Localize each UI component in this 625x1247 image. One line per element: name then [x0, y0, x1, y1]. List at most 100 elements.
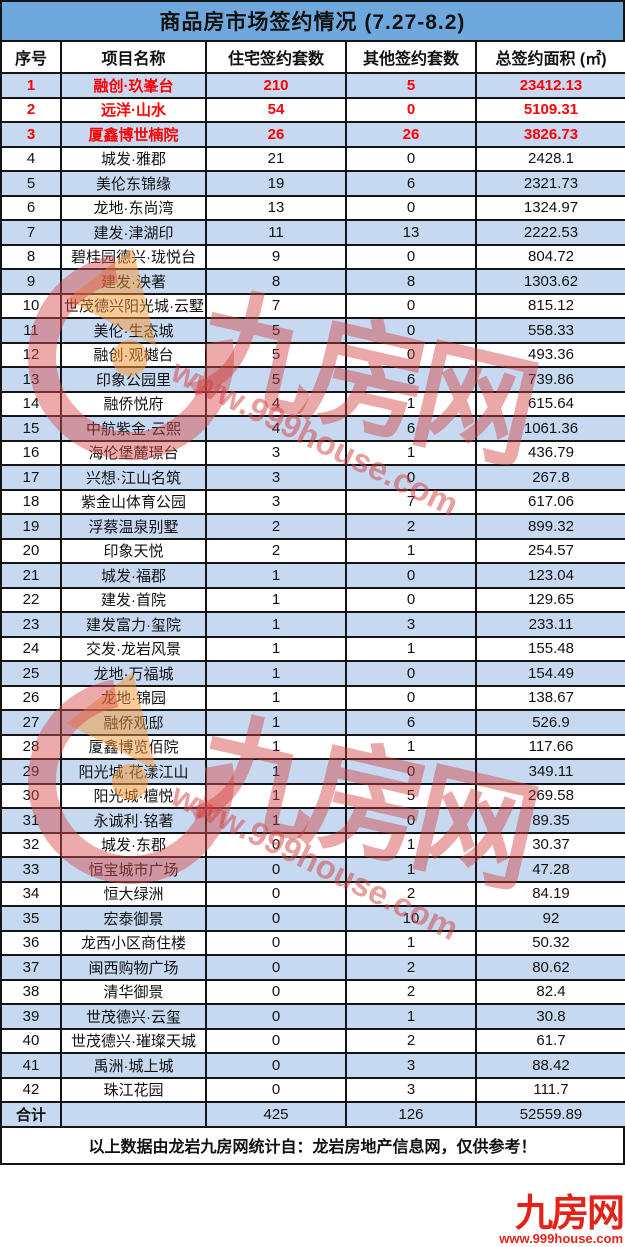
- residential-units: 0: [205, 978, 347, 1005]
- header-name: 项目名称: [60, 40, 207, 74]
- total-area: 2321.73: [475, 170, 625, 197]
- table-row: 24 交发·龙岩风景 1 1 155.48: [0, 635, 625, 662]
- total-area: 1061.36: [475, 415, 625, 442]
- table-row: 10 世茂德兴阳光城·云墅 7 0 815.12: [0, 292, 625, 319]
- total-area: 3826.73: [475, 121, 625, 148]
- row-number: 6: [0, 194, 62, 221]
- project-name: 厦鑫博世楠院: [60, 121, 207, 148]
- header-no: 序号: [0, 40, 62, 74]
- total-area: 804.72: [475, 243, 625, 270]
- table-row: 6 龙地·东尚湾 13 0 1324.97: [0, 194, 625, 221]
- row-number: 20: [0, 537, 62, 564]
- total-area: 1303.62: [475, 268, 625, 295]
- row-number: 16: [0, 439, 62, 466]
- table-row: 13 印象公园里 5 6 739.86: [0, 366, 625, 393]
- row-number: 12: [0, 341, 62, 368]
- project-name: 恒大绿洲: [60, 880, 207, 907]
- project-name: 城发·福郡: [60, 562, 207, 589]
- total-area: 52559.89: [475, 1101, 625, 1128]
- other-units: 0: [345, 317, 477, 344]
- other-units: 2: [345, 978, 477, 1005]
- row-number: 2: [0, 96, 62, 123]
- project-name: 美伦东锦缘: [60, 170, 207, 197]
- table-row: 11 美伦·生态城 5 0 558.33: [0, 317, 625, 344]
- total-area: 1324.97: [475, 194, 625, 221]
- table-row: 37 闽西购物广场 0 2 80.62: [0, 954, 625, 981]
- total-area: 233.11: [475, 611, 625, 638]
- row-number: 39: [0, 1003, 62, 1030]
- project-name: 龙西小区商住楼: [60, 929, 207, 956]
- other-units: 1: [345, 537, 477, 564]
- total-area: 815.12: [475, 292, 625, 319]
- row-number: 27: [0, 709, 62, 736]
- project-name: 城发·东郡: [60, 831, 207, 858]
- project-name: 建发·首院: [60, 586, 207, 613]
- other-units: 1: [345, 1003, 477, 1030]
- project-name: 建发·津湖印: [60, 219, 207, 246]
- total-area: 50.32: [475, 929, 625, 956]
- residential-units: 0: [205, 929, 347, 956]
- residential-units: 3: [205, 439, 347, 466]
- residential-units: 3: [205, 488, 347, 515]
- total-area: 436.79: [475, 439, 625, 466]
- table-row: 1 融创·玖峯台 210 5 23412.13: [0, 72, 625, 99]
- total-area: 615.64: [475, 390, 625, 417]
- table-row: 40 世茂德兴·璀璨天城 0 2 61.7: [0, 1027, 625, 1054]
- project-name: 印象天悦: [60, 537, 207, 564]
- row-number: 1: [0, 72, 62, 99]
- table-row: 36 龙西小区商住楼 0 1 50.32: [0, 929, 625, 956]
- site-logo-brand: 九房网: [514, 1193, 625, 1235]
- table-row: 25 龙地·万福城 1 0 154.49: [0, 660, 625, 687]
- table-row: 12 融创·观樾台 5 0 493.36: [0, 341, 625, 368]
- other-units: 10: [345, 905, 477, 932]
- residential-units: 210: [205, 72, 347, 99]
- other-units: 1: [345, 635, 477, 662]
- other-units: 0: [345, 464, 477, 491]
- other-units: 1: [345, 856, 477, 883]
- project-name: 珠江花园: [60, 1076, 207, 1103]
- table-row: 17 兴想·江山名筑 3 0 267.8: [0, 464, 625, 491]
- other-units: 26: [345, 121, 477, 148]
- table-row: 41 禹洲·城上城 0 3 88.42: [0, 1052, 625, 1079]
- total-area: 617.06: [475, 488, 625, 515]
- total-area: 89.35: [475, 807, 625, 834]
- residential-units: 0: [205, 1003, 347, 1030]
- other-units: 1: [345, 831, 477, 858]
- project-name: 龙地·万福城: [60, 660, 207, 687]
- row-number: 29: [0, 758, 62, 785]
- residential-units: 0: [205, 880, 347, 907]
- other-units: 5: [345, 782, 477, 809]
- total-area: 123.04: [475, 562, 625, 589]
- other-units: 3: [345, 1076, 477, 1103]
- residential-units: 21: [205, 145, 347, 172]
- row-number: 30: [0, 782, 62, 809]
- project-name: 海伦堡麓璟台: [60, 439, 207, 466]
- project-name: 融侨悦府: [60, 390, 207, 417]
- total-area: 2428.1: [475, 145, 625, 172]
- table-row: 14 融侨悦府 4 1 615.64: [0, 390, 625, 417]
- total-area: 267.8: [475, 464, 625, 491]
- table-row: 26 龙地·锦园 1 0 138.67: [0, 684, 625, 711]
- project-name: 紫金山体育公园: [60, 488, 207, 515]
- total-area: 493.36: [475, 341, 625, 368]
- header-row: 序号 项目名称 住宅签约套数 其他签约套数 总签约面积 (㎡): [0, 40, 625, 74]
- residential-units: 2: [205, 513, 347, 540]
- table-row: 3 厦鑫博世楠院 26 26 3826.73: [0, 121, 625, 148]
- other-units: 0: [345, 292, 477, 319]
- other-units: 8: [345, 268, 477, 295]
- project-name: 恒宝城市广场: [60, 856, 207, 883]
- row-number: 22: [0, 586, 62, 613]
- residential-units: 1: [205, 611, 347, 638]
- total-area: 2222.53: [475, 219, 625, 246]
- table-body: 1 融创·玖峯台 210 5 23412.13 2 远洋·山水 54 0 5109.31 3 厦鑫博世…: [0, 72, 625, 1103]
- row-number: 34: [0, 880, 62, 907]
- residential-units: 13: [205, 194, 347, 221]
- table-row: 5 美伦东锦缘 19 6 2321.73: [0, 170, 625, 197]
- table-row: 9 建发·泱著 8 8 1303.62: [0, 268, 625, 295]
- row-number: 5: [0, 170, 62, 197]
- other-units: 3: [345, 1052, 477, 1079]
- project-name: 建发·泱著: [60, 268, 207, 295]
- other-units: 0: [345, 758, 477, 785]
- other-units: 0: [345, 145, 477, 172]
- total-area: 526.9: [475, 709, 625, 736]
